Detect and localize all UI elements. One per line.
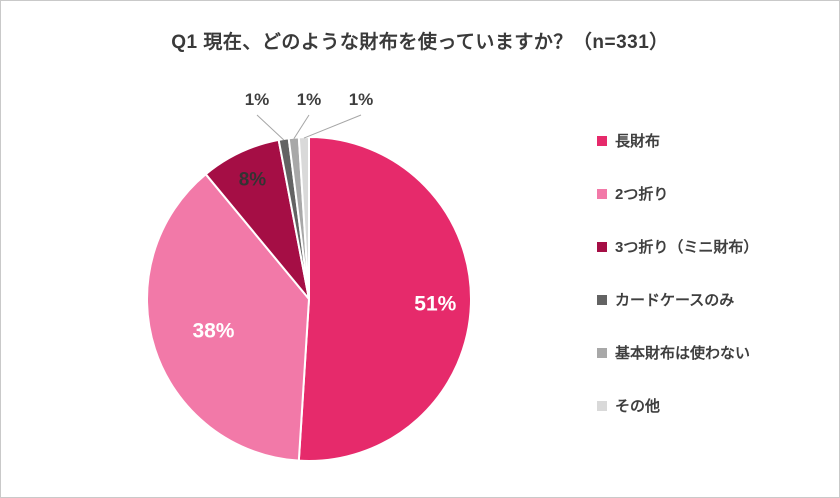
legend-marker-icon: [597, 135, 607, 146]
slice-label-3: 1%: [245, 90, 270, 109]
slice-label-4: 1%: [297, 90, 322, 109]
leader-line: [256, 114, 285, 141]
legend-label: その他: [615, 398, 661, 415]
legend-label: 2つ折り: [615, 186, 669, 203]
legend: 長財布 2つ折り 3つ折り（ミニ財布） カードケースのみ 基本財布は使わない そ…: [597, 129, 758, 447]
pie-slice-0: [297, 136, 473, 462]
legend-item-5: その他: [597, 394, 758, 417]
pie-chart: 51% 38% 8% 1% 1% 1%: [146, 90, 473, 462]
legend-item-1: 2つ折り: [597, 182, 758, 205]
slice-label-0: 51%: [414, 292, 456, 315]
legend-label: 3つ折り（ミニ財布）: [615, 239, 759, 256]
legend-label: 長財布: [615, 133, 661, 150]
legend-marker-icon: [597, 347, 607, 358]
slice-label-2: 8%: [239, 169, 267, 190]
legend-marker-icon: [597, 294, 607, 305]
legend-marker-icon: [597, 188, 607, 199]
legend-item-0: 長財布: [597, 129, 758, 152]
legend-item-4: 基本財布は使わない: [597, 341, 758, 364]
legend-item-3: カードケースのみ: [597, 288, 758, 311]
legend-item-2: 3つ折り（ミニ財布）: [597, 235, 758, 258]
slice-label-1: 38%: [192, 319, 234, 342]
chart-title: Q1 現在、どのような財布を使っていますか？（n=331）: [171, 32, 669, 53]
pie-slice-1: [146, 173, 310, 462]
legend-marker-icon: [597, 241, 607, 252]
leader-line: [303, 114, 362, 139]
leader-line: [293, 114, 310, 139]
legend-label: 基本財布は使わない: [615, 345, 751, 362]
legend-marker-icon: [597, 400, 607, 411]
pie-slice-5: [297, 136, 310, 300]
slice-label-5: 1%: [349, 90, 374, 109]
legend-label: カードケースのみ: [615, 292, 735, 309]
